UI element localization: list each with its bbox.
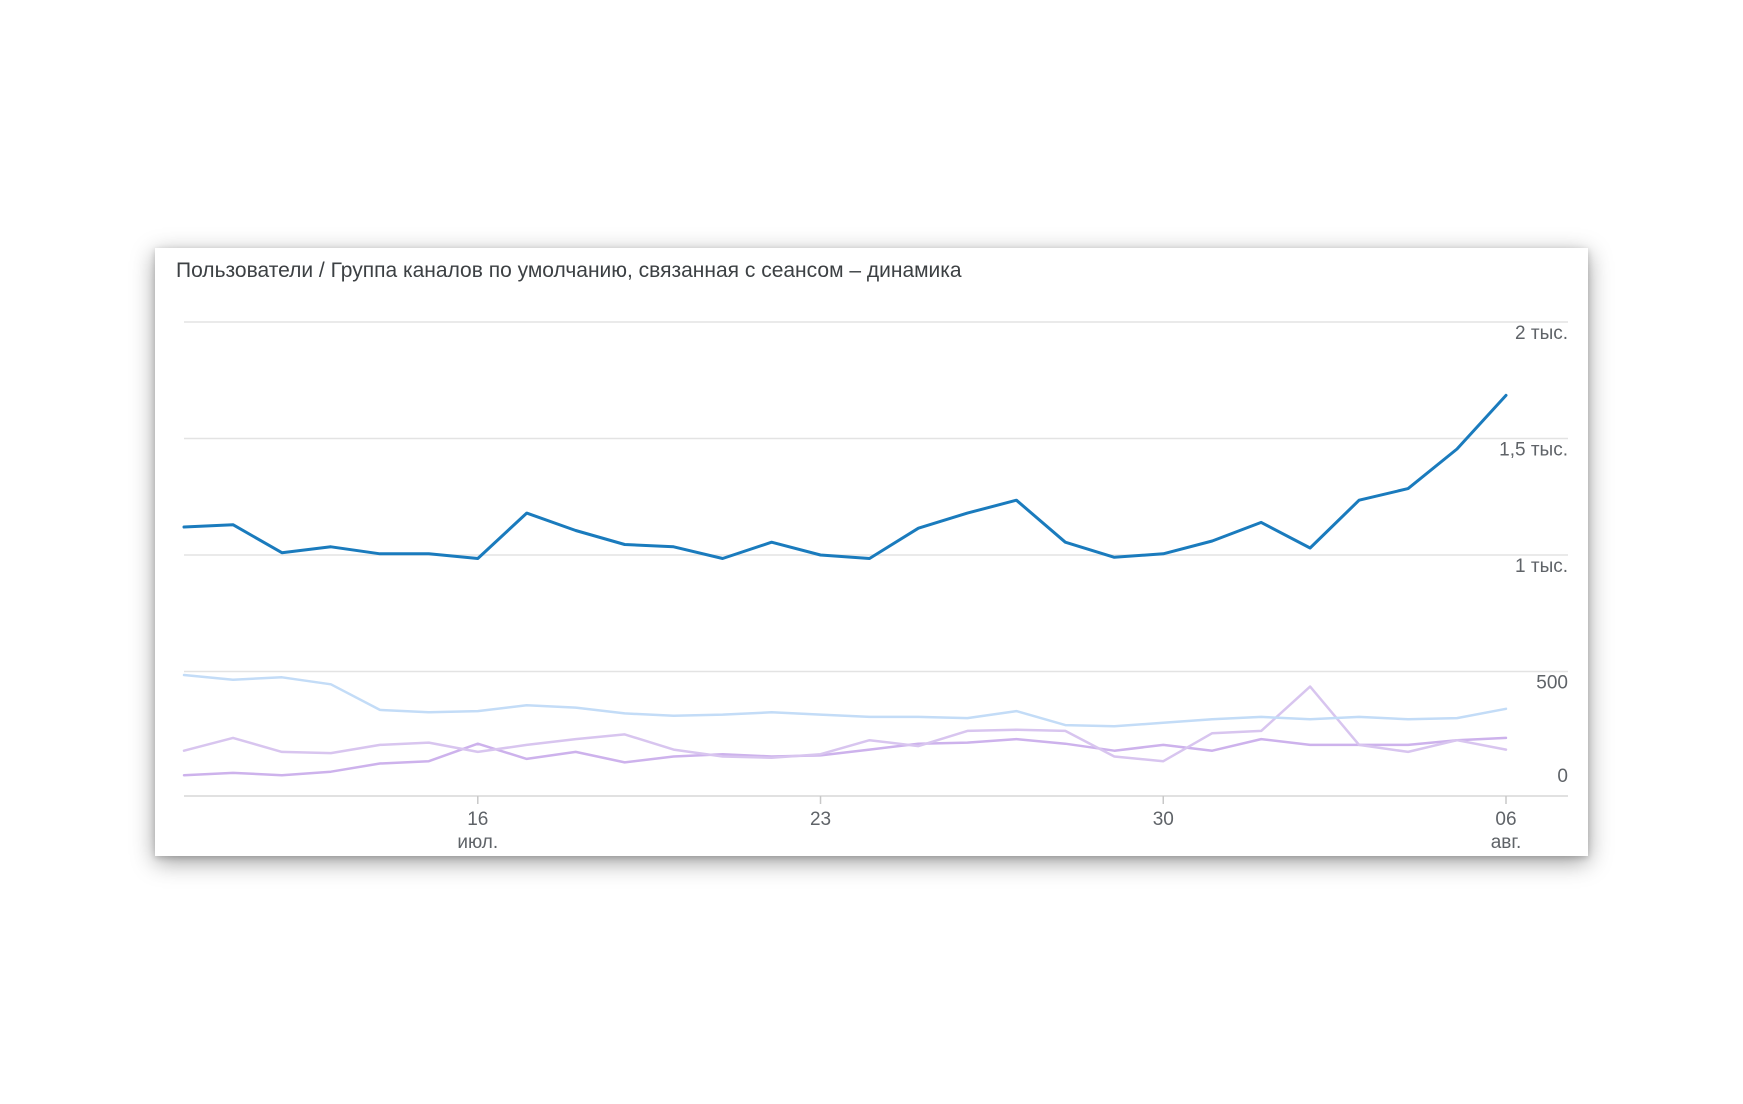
x-tick-sublabel: июл. (457, 832, 498, 853)
series-line-4 (182, 736, 1508, 777)
y-tick-label: 1 тыс. (1515, 556, 1568, 577)
y-axis-ticks: 2 тыс. 1,5 тыс. 1 тыс. 500 0 (1499, 323, 1568, 787)
y-tick-label: 500 (1536, 673, 1568, 694)
x-tick-label: 16 (467, 809, 488, 830)
x-tick-label: 23 (810, 809, 831, 830)
chart-card: 2 тыс. 1,5 тыс. 1 тыс. 500 0 16 июл. 23 30 06 авг… (155, 248, 1588, 856)
y-tick-label: 2 тыс. (1515, 323, 1568, 344)
chart-title: Пользователи / Группа каналов по умолчан… (176, 259, 962, 282)
y-tick-label: 1,5 тыс. (1499, 440, 1568, 461)
x-tick-label: 30 (1153, 809, 1174, 830)
y-tick-label: 0 (1557, 766, 1568, 787)
series-line-1 (182, 393, 1508, 560)
x-tick-sublabel: авг. (1491, 832, 1522, 853)
series-line-3 (182, 685, 1508, 763)
grid-layer (184, 321, 1568, 797)
series-line-2 (182, 673, 1508, 728)
x-tick-label: 06 (1495, 809, 1516, 830)
series-layer (182, 393, 1508, 777)
